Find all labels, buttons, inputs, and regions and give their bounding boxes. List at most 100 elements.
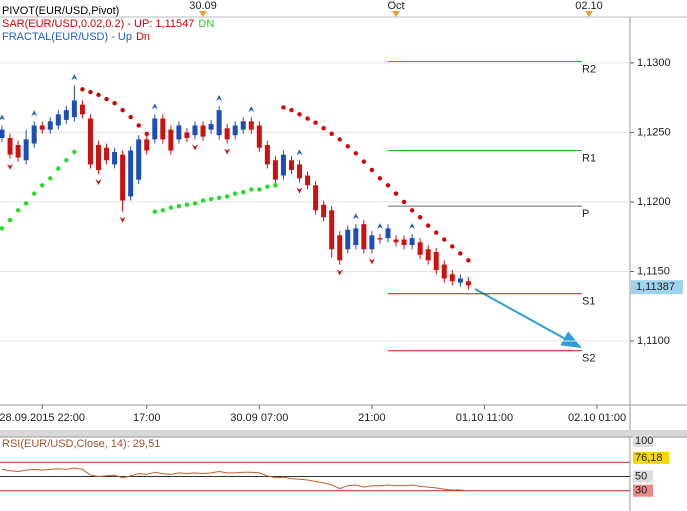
sar-dot: [56, 166, 61, 171]
rsi-tick-label: 100: [635, 435, 653, 447]
sar-dot: [401, 199, 407, 205]
candle-body: [144, 139, 150, 151]
candle-body: [297, 164, 303, 179]
sar-dot: [184, 202, 190, 207]
sar-dot: [160, 208, 166, 213]
sar-dot: [385, 183, 391, 188]
sar-dot: [216, 195, 222, 200]
candle-body: [361, 224, 367, 250]
candle-body: [79, 104, 85, 115]
fractal-down: [336, 269, 343, 276]
candle-body: [248, 121, 254, 130]
pivot-label: P: [582, 208, 589, 220]
sar-dot: [152, 209, 157, 214]
panel-separator: [0, 430, 687, 437]
candle-body: [240, 121, 246, 130]
sar-dot: [257, 187, 262, 192]
candle-body: [457, 278, 463, 283]
candle-body: [401, 239, 407, 246]
sar-dot: [208, 196, 214, 202]
sar-dot: [409, 208, 415, 213]
legend-text: SAR(EUR/USD,0.02,0.2) - UP: 1,11547: [2, 18, 194, 30]
candle-body: [385, 228, 391, 239]
sar-dot: [0, 226, 5, 231]
sar-dot: [232, 191, 238, 196]
candle-body: [208, 124, 214, 130]
sar-dot: [144, 131, 149, 137]
candle-body: [160, 118, 166, 140]
fractal-down: [368, 258, 375, 265]
candle-body: [272, 160, 278, 180]
legend-extra: Dn: [136, 31, 150, 43]
legend-entry: FRACTAL(EUR/USD) - Up Dn: [2, 31, 150, 43]
sar-dot: [192, 201, 198, 206]
candle-body: [136, 139, 142, 180]
fractal-up: [216, 95, 223, 102]
candle-body: [216, 110, 222, 136]
candle-body: [377, 238, 383, 240]
sar-dot: [7, 217, 13, 223]
top-date-label: 30.09: [189, 0, 217, 12]
sar-dot: [321, 126, 326, 131]
candle-body: [264, 144, 270, 165]
sar-dot: [305, 116, 310, 121]
fractal-up: [296, 149, 303, 156]
sar-dot: [361, 159, 367, 164]
candle-body: [0, 129, 5, 138]
fractal-up: [0, 114, 6, 121]
sar-dot: [72, 149, 77, 155]
sar-dot: [136, 123, 141, 128]
sar-dot: [337, 137, 342, 142]
x-tick-label: 28.09.2015 22:00: [0, 412, 85, 424]
legend: PIVOT(EUR/USD,Pivot)SAR(EUR/USD,0.02,0.2…: [2, 5, 214, 43]
candle-body: [23, 139, 29, 161]
x-tick-label: 01.10 11:00: [456, 412, 513, 424]
fractal-up: [71, 74, 78, 81]
sar-dot: [377, 176, 383, 181]
sar-dot: [329, 131, 334, 137]
sar-dot: [15, 208, 21, 213]
last-price-box: [631, 280, 683, 295]
candle-body: [7, 137, 13, 155]
sar-dot: [200, 198, 206, 203]
y-tick-label: 1,1200: [637, 196, 671, 208]
fractal-up: [248, 106, 255, 113]
rsi-tick-label: 76,18: [635, 452, 663, 464]
candle-body: [128, 150, 134, 197]
sar-dot: [393, 191, 399, 196]
legend-text: PIVOT(EUR/USD,Pivot): [2, 5, 119, 17]
sar-dot: [281, 105, 286, 110]
fractal-down: [7, 163, 14, 170]
fractal-up: [31, 110, 38, 117]
sar-dot: [345, 144, 350, 149]
rsi-tick-box: [633, 470, 653, 483]
sar-dot: [265, 184, 270, 189]
candle-body: [433, 252, 439, 271]
candle-body: [71, 100, 77, 118]
sar-dot: [442, 237, 447, 242]
sar-dot: [425, 223, 431, 228]
date-marker: [584, 11, 593, 17]
candle-body: [96, 144, 102, 170]
date-marker: [199, 11, 208, 17]
fractal-up: [376, 222, 383, 229]
sar-dot: [289, 107, 294, 113]
pivot-label: R2: [582, 63, 596, 75]
top-date-label: Oct: [387, 0, 404, 12]
legend-entry: SAR(EUR/USD,0.02,0.2) - UP: 1,11547 DN: [2, 18, 214, 30]
candle-body: [369, 235, 375, 250]
sar-dot: [224, 194, 230, 199]
candle-body: [15, 144, 21, 158]
forecast-arrow: [474, 288, 582, 348]
x-tick-label: 21:00: [358, 412, 386, 424]
candle-body: [256, 125, 262, 148]
candle-body: [47, 121, 53, 130]
candle-body: [393, 239, 399, 243]
pivot-label: S2: [582, 353, 595, 365]
sar-dot: [273, 183, 278, 188]
candle-body: [337, 235, 343, 261]
candle-body: [232, 125, 238, 136]
sar-dot: [88, 89, 93, 95]
